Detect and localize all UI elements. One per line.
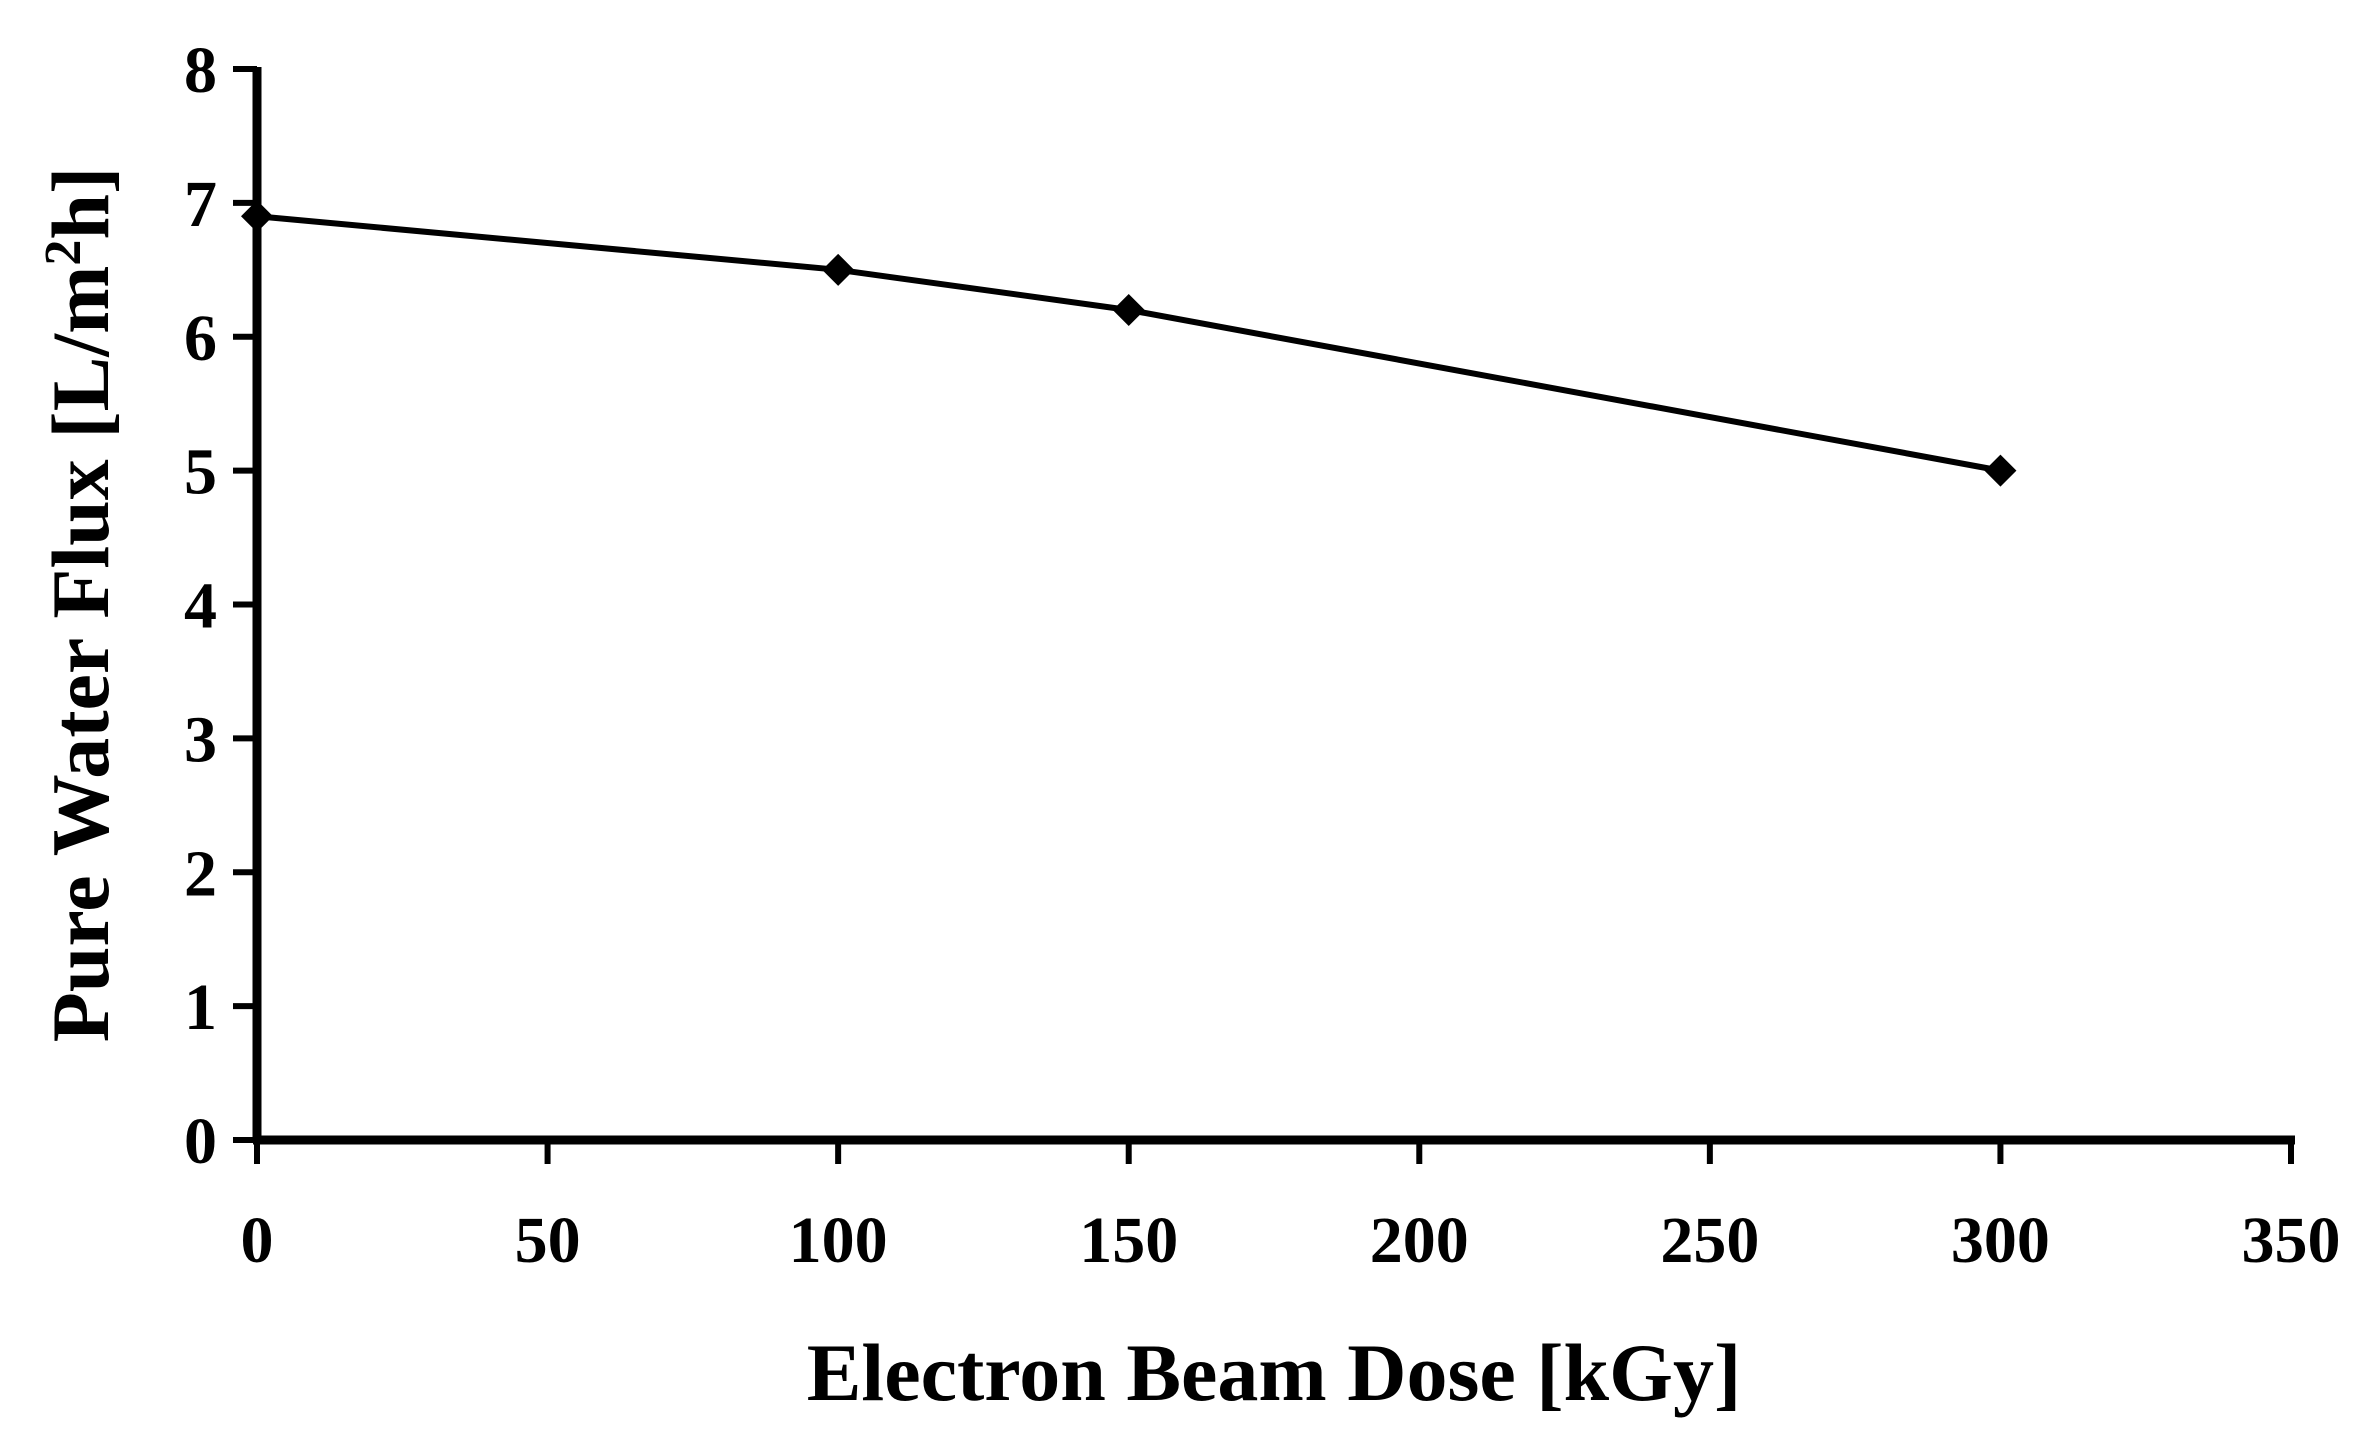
x-tick-label: 350 — [2242, 1204, 2341, 1277]
x-axis-title: Electron Beam Dose [kGy] — [807, 1327, 1742, 1418]
y-axis-title-tail: h] — [35, 167, 126, 240]
x-tick-label: 250 — [1660, 1204, 1759, 1277]
y-axis-title-main: Pure Water Flux [L/m — [35, 266, 126, 1043]
x-tick-label: 0 — [241, 1204, 274, 1277]
y-tick-label: 4 — [184, 570, 217, 643]
x-tick-label: 50 — [515, 1204, 581, 1277]
data-point-marker — [1112, 293, 1145, 326]
data-point-marker — [822, 253, 855, 286]
x-axis-ticks: 0 50 100 150 200 250 300 350 — [241, 1140, 2341, 1277]
axes — [252, 67, 2295, 1145]
y-tick-label: 6 — [184, 302, 217, 375]
x-tick-label: 200 — [1370, 1204, 1469, 1277]
y-tick-label: 0 — [184, 1105, 217, 1178]
series-layer — [241, 200, 2017, 487]
data-point-marker — [241, 200, 273, 233]
x-tick-label: 300 — [1951, 1204, 2050, 1277]
y-tick-label: 3 — [184, 703, 217, 776]
series-line — [256, 213, 2001, 474]
y-tick-label: 2 — [184, 837, 217, 910]
y-axis-title: Pure Water Flux [L/m2h] — [35, 167, 127, 1043]
y-axis-title-superscript: 2 — [35, 240, 92, 266]
x-tick-label: 150 — [1079, 1204, 1178, 1277]
y-tick-label: 8 — [184, 34, 217, 107]
data-point-marker — [1984, 454, 2017, 487]
y-tick-label: 5 — [184, 436, 217, 509]
y-tick-label: 7 — [184, 168, 217, 241]
y-tick-label: 1 — [184, 971, 217, 1044]
y-axis-ticks: 0 1 2 3 4 5 6 7 8 — [184, 34, 257, 1178]
x-tick-label: 100 — [789, 1204, 888, 1277]
